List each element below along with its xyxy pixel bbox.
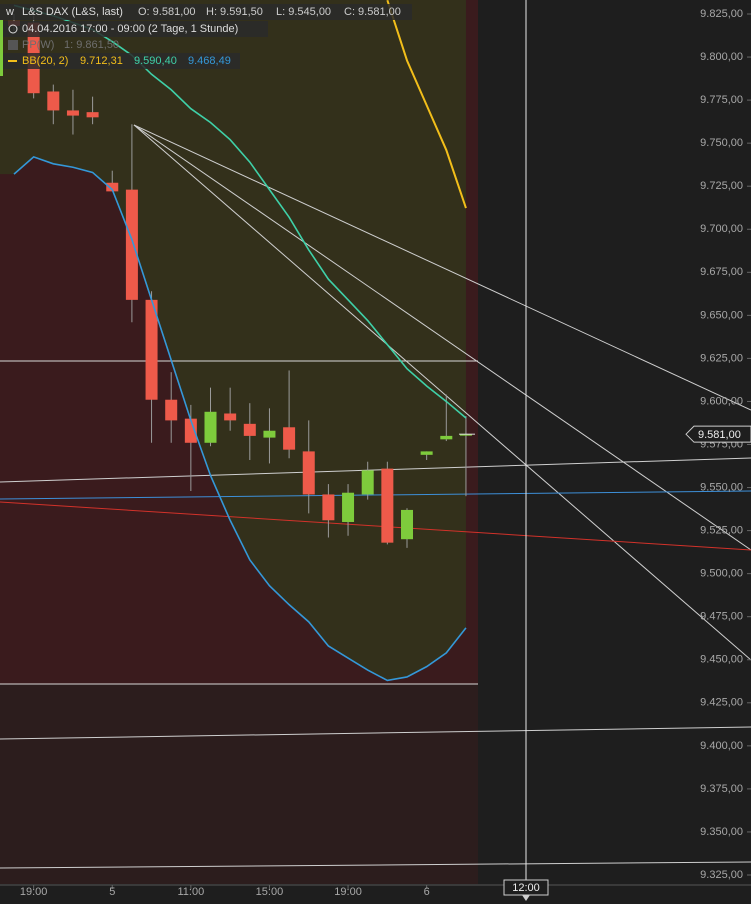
legend-icon: w — [5, 6, 14, 18]
y-tick-label: 9.700,00 — [700, 223, 743, 235]
candle-body — [342, 492, 355, 522]
x-tick-label: 19:00 — [20, 886, 48, 898]
candle-body — [86, 112, 99, 118]
candle-body — [66, 110, 79, 116]
y-tick-label: 9.600,00 — [700, 395, 743, 407]
clock-icon — [8, 24, 18, 34]
candle-body — [459, 434, 472, 436]
y-tick-label: 9.725,00 — [700, 180, 743, 192]
zone-lower — [0, 684, 478, 884]
x-tick-label: 11:00 — [177, 886, 204, 898]
candle-body — [145, 299, 158, 400]
last-price-box — [685, 425, 751, 443]
y-tick-label: 9.450,00 — [700, 654, 743, 666]
y-tick-label: 9.500,00 — [700, 568, 743, 580]
legend-pivot-value: 1: 9.861,50 — [64, 39, 119, 51]
candle-body — [184, 418, 197, 443]
candle-body — [381, 468, 394, 543]
candle-body — [283, 427, 296, 450]
y-tick-label: 9.325,00 — [700, 869, 743, 881]
candle-body — [302, 451, 315, 495]
trend-line — [0, 861, 751, 869]
legend: w L&S DAX (L&S, last) O: 9.581,00 H: 9.5… — [0, 4, 412, 76]
trend-line — [133, 124, 751, 551]
legend-row — [0, 21, 268, 37]
cursor-label: 12:00 — [512, 882, 540, 894]
trend-line — [133, 124, 751, 411]
candles — [8, 0, 472, 682]
legend-bb-value: 9.468,49 — [188, 55, 231, 67]
y-tick-label: 9.475,00 — [700, 611, 743, 623]
last-price-label: 9.581,00 — [698, 429, 741, 441]
legend-edge — [0, 20, 3, 76]
legend-bb: BB(20, 2) — [22, 55, 68, 67]
x-tick-label: 5 — [109, 886, 115, 898]
y-tick-label: 9.550,00 — [700, 481, 743, 493]
trend-line — [0, 501, 751, 551]
band-line — [386, 0, 467, 209]
y-tick-label: 9.675,00 — [700, 266, 743, 278]
legend-period: 04.04.2016 17:00 - 09:00 (2 Tage, 1 Stun… — [22, 23, 238, 35]
trend-line — [0, 457, 751, 483]
candle-body — [263, 430, 276, 438]
candle-body — [224, 413, 237, 421]
y-tick-label: 9.625,00 — [700, 352, 743, 364]
candle-body — [243, 423, 256, 436]
legend-pivot: PP(W) — [22, 39, 54, 51]
legend-ohlc: L: 9.545,00 — [276, 6, 331, 18]
x-tick-label: 15:00 — [256, 886, 284, 898]
cursor-arrow — [522, 895, 530, 901]
y-tick-label: 9.525,00 — [700, 525, 743, 537]
band-line — [13, 156, 467, 682]
y-tick-label: 9.825,00 — [700, 8, 743, 20]
legend-ohlc: C: 9.581,00 — [344, 6, 401, 18]
trend-line — [0, 726, 751, 740]
x-tick-label: 6 — [424, 886, 430, 898]
candle-body — [322, 494, 335, 521]
candle-body — [125, 189, 138, 300]
candle-body — [204, 411, 217, 443]
candle-body — [165, 399, 178, 421]
candle-body — [420, 451, 433, 455]
trend-line — [0, 490, 751, 500]
legend-row — [0, 4, 412, 20]
y-tick-label: 9.375,00 — [700, 783, 743, 795]
candle-body — [401, 509, 413, 540]
y-tick-label: 9.400,00 — [700, 740, 743, 752]
y-tick-label: 9.775,00 — [700, 94, 743, 106]
trend-line — [133, 124, 751, 661]
y-tick-label: 9.750,00 — [700, 137, 743, 149]
legend-title: L&S DAX (L&S, last) — [22, 6, 123, 18]
y-tick-label: 9.650,00 — [700, 309, 743, 321]
y-tick-label: 9.350,00 — [700, 826, 743, 838]
x-tick-label: 19:00 — [334, 886, 362, 898]
legend-ohlc: O: 9.581,00 — [138, 6, 196, 18]
legend-bb-value: 9.590,40 — [134, 55, 177, 67]
candle-body — [361, 470, 374, 495]
candle-body — [47, 91, 60, 111]
candle-body — [106, 182, 119, 192]
legend-ohlc: H: 9.591,50 — [206, 6, 263, 18]
legend-row — [0, 53, 240, 69]
legend-swatch — [8, 40, 18, 50]
legend-bb-value: 9.712,31 — [80, 55, 123, 67]
candle-body — [440, 435, 453, 440]
y-tick-label: 9.800,00 — [700, 51, 743, 63]
y-tick-label: 9.425,00 — [700, 697, 743, 709]
